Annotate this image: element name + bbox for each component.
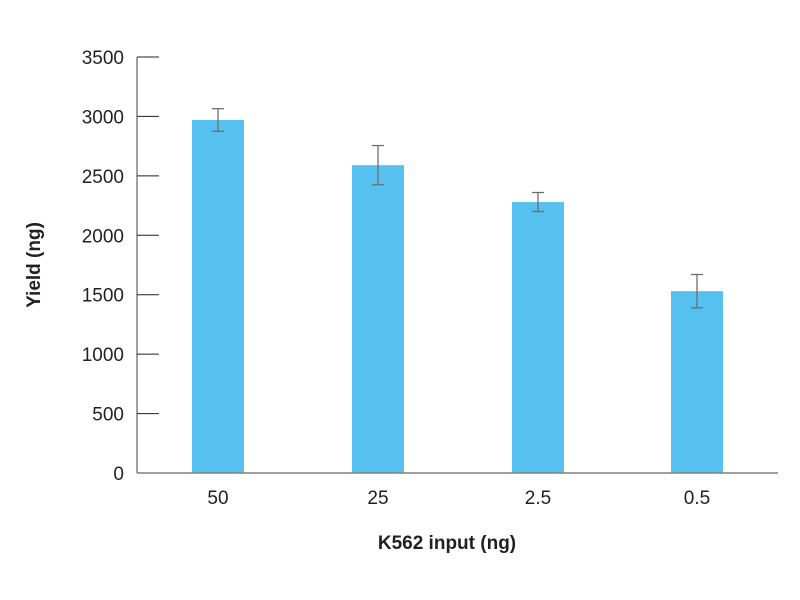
y-tick-label: 2500 <box>82 167 124 188</box>
error-bar <box>532 191 544 213</box>
y-tick-label: 2000 <box>82 226 124 247</box>
bar-0.5 <box>671 291 723 473</box>
y-tick-label: 1000 <box>82 345 124 366</box>
y-tick-label: 3000 <box>82 107 124 128</box>
x-tick-label: 2.5 <box>525 488 551 509</box>
error-bar <box>691 273 703 309</box>
y-tick-label: 1500 <box>82 286 124 307</box>
x-axis: 50 25 2.5 0.5 <box>137 472 778 509</box>
y-axis-title: Yield (ng) <box>24 222 45 308</box>
x-tick-label: 0.5 <box>684 488 710 509</box>
error-bar <box>372 144 384 186</box>
x-axis-title: K562 input (ng) <box>378 533 516 554</box>
x-tick-label: 25 <box>367 488 388 509</box>
y-axis: 0 500 1000 1500 2000 2500 3000 3500 <box>82 48 159 485</box>
y-tick-label: 0 <box>113 464 124 485</box>
x-tick-label: 50 <box>207 488 228 509</box>
bar-25 <box>352 165 404 473</box>
bar-2.5 <box>512 202 564 473</box>
bar-50 <box>192 119 244 473</box>
error-bar <box>212 108 224 132</box>
y-tick-label: 500 <box>92 405 124 426</box>
bars-group <box>192 119 723 473</box>
error-bars-group <box>212 108 703 309</box>
y-tick-label: 3500 <box>82 48 124 69</box>
